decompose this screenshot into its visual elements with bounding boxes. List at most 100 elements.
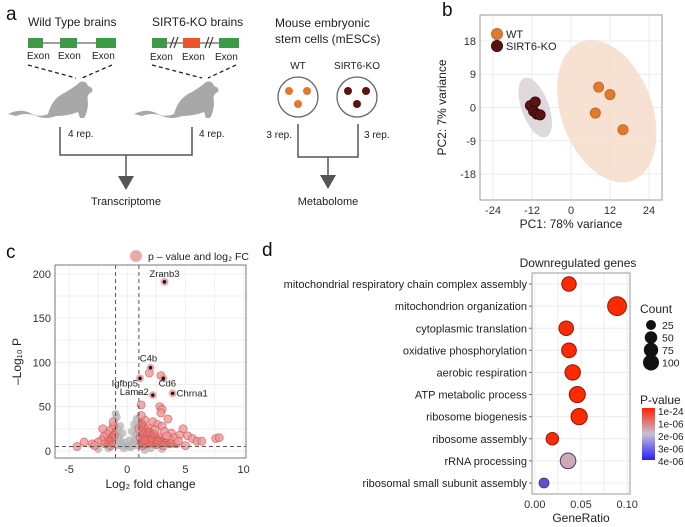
exon-box [28, 38, 43, 48]
pvalue-legend-label: 1e-06 [658, 420, 684, 431]
y-tick-label: 150 [33, 313, 51, 325]
volcano-ns-density [115, 419, 139, 450]
volcano-point-significant [181, 441, 190, 451]
mesc-ko-label: SIRT6-KO [334, 61, 380, 72]
deleted-exon-box [183, 38, 200, 48]
exon-label: Exon [27, 51, 50, 62]
arrow-down-icon [320, 175, 336, 189]
pvalue-legend-label: 3e-06 [658, 445, 684, 456]
go-point [545, 432, 560, 446]
count-legend-swatch [643, 354, 659, 371]
transcriptome-bracket [59, 127, 193, 176]
volcano-plot-frame [54, 264, 247, 459]
panel-letter-a: a [6, 4, 17, 25]
go-x-axis-label: GeneRatio [552, 511, 610, 525]
go-category-label: mitochondrial respiratory chain complex … [284, 279, 528, 291]
pca-x-ticks: -24 -12 0 12 24 [485, 205, 655, 217]
volcano-point-significant [90, 441, 99, 451]
go-category-label: rRNA processing [444, 456, 527, 468]
volcano-point-significant [214, 433, 224, 443]
x-tick-label: -24 [485, 205, 501, 217]
x-tick-label: 12 [604, 205, 616, 217]
go-category-label: ribosome assembly [432, 434, 527, 446]
go-point [559, 452, 577, 470]
x-tick-label: 24 [643, 205, 655, 217]
gene-label: Zranb3 [149, 269, 179, 280]
pvalue-colorbar [642, 408, 655, 460]
pca-plot-frame [479, 14, 663, 201]
volcano-point-labeled [161, 376, 166, 381]
mesc-title-line1: Mouse embryonic [275, 16, 370, 30]
volcano-x-axis-label: Log₂ fold change [105, 477, 195, 491]
transcriptome-label: Transcriptome [91, 196, 161, 208]
go-point [538, 477, 550, 489]
pca-points [524, 81, 629, 136]
x-tick-label: 10 [238, 464, 250, 476]
y-tick-label: -18 [460, 169, 476, 181]
y-tick-label: 100 [33, 357, 51, 369]
volcano-sig-density [138, 417, 180, 449]
wt-gene-diagram: Exon Exon Exon [27, 38, 116, 62]
pvalue-legend-title: P-value [640, 393, 681, 407]
go-category-label: ribosomal small subunit assembly [363, 478, 528, 490]
count-legend-swatch [643, 342, 659, 358]
exon-label: Exon [150, 52, 173, 63]
volcano-point-significant [163, 414, 173, 424]
go-category-label: ATP metabolic process [415, 390, 528, 402]
count-legend-label: 100 [662, 358, 680, 370]
pca-y-axis-label: PC2: 7% variance [435, 59, 449, 155]
volcano-point-labeled [170, 391, 175, 396]
panel-d-go-dotplot: d Downregulated genes mitochondrial resp… [262, 240, 684, 525]
y-tick-label: 9 [470, 69, 476, 81]
legend-label-wt: WT [506, 29, 523, 41]
go-point [564, 364, 581, 381]
go-category-label: mitochondrion organization [395, 301, 527, 313]
legend-label-significant: p – value and log₂ FC [148, 251, 249, 263]
pca-point-ko [534, 109, 546, 121]
x-tick-label: 0 [568, 205, 574, 217]
ko-gene-diagram: Exon Exon Exon [150, 36, 239, 63]
volcano-sig-density [101, 424, 116, 449]
go-category-label: oxidative phosphorylation [403, 345, 527, 357]
mesc-title-line2: stem cells (mESCs) [275, 32, 380, 46]
y-tick-label: -9 [466, 136, 476, 148]
x-tick-label: -5 [64, 464, 74, 476]
pca-legend: WT SIRT6-KO [491, 28, 557, 53]
go-chart-title: Downregulated genes [520, 256, 637, 270]
go-point [561, 342, 577, 359]
gene-label: Chrna1 [177, 388, 208, 399]
go-point [607, 296, 627, 317]
rep-cell-wt: 3 rep. [266, 130, 292, 141]
x-tick-label: 0 [124, 464, 130, 476]
volcano-point-significant [79, 437, 89, 447]
count-legend-label: 75 [662, 345, 674, 357]
legend-swatch-wt [491, 28, 503, 40]
go-x-ticks: 0.00 0.05 0.10 [524, 499, 638, 511]
volcano-cutoff-lines [55, 265, 246, 458]
exon-box [152, 38, 167, 48]
go-category-label: cytoplasmic translation [416, 323, 527, 335]
panel-c-volcano-chart: c Zranb3 C4b Igfbp5 Cd6 Lama2 Chrna1 -5 0 5 10 0… [6, 242, 250, 491]
go-category-labels: mitochondrial respiratory chain complex … [284, 279, 532, 490]
exon-label: Exon [215, 52, 238, 63]
confidence-ellipse-wt [557, 39, 657, 183]
gene-label: Lama2 [120, 387, 149, 398]
gene-label: Cd6 [159, 378, 176, 389]
go-point [568, 385, 586, 404]
count-legend-label: 25 [662, 320, 674, 332]
exon-box [96, 38, 116, 48]
exon-box [219, 38, 239, 48]
pvalue-legend-label: 1e-24 [658, 407, 684, 418]
pca-x-axis-label: PC1: 78% variance [520, 217, 623, 231]
volcano-gene-labels: Zranb3 C4b Igfbp5 Cd6 Lama2 Chrna1 [112, 269, 208, 400]
panel-a: a Wild Type brains Exon Exon Exon SIRT6-… [6, 4, 390, 208]
y-tick-label: 200 [33, 269, 51, 281]
pca-y-ticks: 18 9 0 -9 -18 [460, 36, 476, 181]
rep-cell-ko: 3 rep. [364, 130, 390, 141]
volcano-point-significant [98, 424, 108, 434]
pvalue-legend-label: 2e-06 [658, 432, 684, 443]
arrow-down-icon [118, 176, 134, 190]
metabolome-label: Metabolome [298, 196, 359, 208]
